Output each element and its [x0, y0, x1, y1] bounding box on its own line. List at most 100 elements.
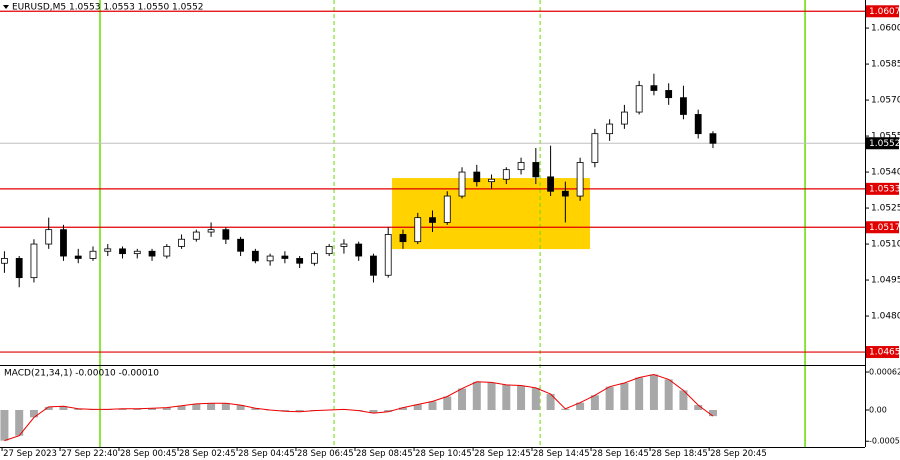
y-tick-label: 0.00	[869, 406, 887, 415]
candle-body	[266, 255, 274, 262]
candle-body	[237, 238, 245, 252]
candle-body	[60, 229, 67, 257]
candle-body	[650, 85, 658, 91]
macd-bar	[295, 410, 304, 412]
x-tick-label: 28 Sep 18:45	[651, 449, 708, 459]
y-tick-label: 1.0510	[871, 240, 900, 250]
x-tick-label: 27 Sep 22:40	[61, 449, 118, 459]
y-tick-label: 1.0540	[871, 168, 900, 178]
macd-bar	[649, 374, 658, 411]
candle-body	[473, 171, 481, 183]
level-label-bg	[866, 221, 899, 234]
macd-bar	[458, 388, 467, 411]
y-tick-label: 1.0480	[871, 312, 900, 322]
candle-body	[502, 169, 510, 180]
chart-title: EURUSD,M5 1.0553 1.0553 1.0550 1.0552	[12, 3, 204, 13]
candle-body	[665, 90, 673, 99]
candle-body	[561, 190, 569, 197]
level-label: 1.0607	[869, 7, 900, 17]
macd-bar	[428, 401, 437, 411]
candle-body	[620, 111, 628, 125]
candle-body	[133, 250, 141, 255]
y-tick-label: 1.0570	[871, 96, 900, 106]
candle-body	[325, 246, 333, 255]
candle-body	[119, 248, 126, 255]
x-tick-label: 28 Sep 20:45	[710, 449, 767, 459]
macd-bar	[15, 410, 24, 436]
macd-bar	[133, 408, 142, 411]
current-price-label: 1.0552	[869, 139, 900, 149]
macd-title: MACD(21,34,1) -0.00010 -0.00010	[4, 369, 159, 379]
macd-bar	[679, 390, 688, 411]
menu-triangle[interactable]	[3, 5, 9, 9]
level-label-bg	[866, 5, 899, 18]
macd-bar	[664, 379, 673, 411]
candle-body	[340, 243, 348, 247]
candle-body	[222, 229, 230, 240]
level-label: 1.0517	[869, 223, 900, 233]
x-tick-label: 28 Sep 04:45	[238, 449, 295, 459]
macd-bar	[590, 395, 599, 411]
x-tick-label: 28 Sep 08:45	[356, 449, 413, 459]
x-tick-label: 27 Sep 2023	[3, 449, 57, 459]
macd-bar	[280, 410, 289, 412]
candle-body	[488, 178, 495, 183]
level-label: 1.0533	[869, 184, 900, 194]
candle-body	[355, 243, 363, 257]
macd-bar	[207, 403, 216, 411]
candle-body	[680, 97, 687, 115]
macd-bar	[59, 406, 68, 411]
x-tick-label: 28 Sep 14:45	[533, 449, 590, 459]
zone	[392, 178, 591, 250]
y-tick-label: -0.00051	[869, 437, 900, 446]
macd-bar	[443, 396, 452, 411]
macd-bar	[118, 408, 127, 411]
macd-bar	[708, 410, 717, 417]
x-tick-label: 28 Sep 02:45	[179, 449, 236, 459]
macd-bar	[635, 377, 644, 411]
candle-body	[15, 258, 23, 279]
macd-bar	[620, 383, 629, 411]
candle-body	[311, 253, 318, 264]
macd-bar	[502, 384, 511, 411]
macd-bar	[605, 386, 614, 411]
macd-bar	[398, 407, 407, 411]
level-label: 1.0465	[869, 348, 900, 358]
candle-body	[384, 234, 392, 276]
y-tick-label: 1.0495	[871, 276, 900, 286]
y-tick-label: 1.0585	[871, 60, 900, 70]
macd-bar	[472, 381, 481, 411]
macd-bar	[413, 404, 422, 411]
macd-bar	[576, 402, 585, 411]
y-tick-label: 1.0525	[871, 204, 900, 214]
macd-line	[4, 373, 714, 442]
macd-bar	[162, 407, 171, 411]
macd-bar	[384, 410, 393, 412]
macd-bar	[487, 382, 496, 411]
macd-bar	[531, 387, 540, 411]
candle-body	[591, 133, 599, 163]
candle-body	[104, 248, 112, 252]
macd-bar	[44, 406, 53, 411]
macd-bar	[29, 410, 38, 418]
candle-body	[207, 229, 215, 233]
candle-body	[443, 195, 451, 223]
macd-bar	[251, 408, 260, 411]
x-tick-label: 28 Sep 10:45	[415, 449, 472, 459]
macd-bar	[236, 405, 245, 411]
macd-bar	[177, 405, 186, 411]
candle-body	[414, 217, 422, 243]
y-tick-label: 1.0555	[871, 132, 900, 142]
candle-body	[635, 85, 643, 113]
candle-body	[694, 114, 702, 135]
level-label-bg	[866, 346, 899, 359]
candle-body	[30, 243, 38, 279]
candle-body	[370, 255, 377, 276]
y-tick-label: 1.0600	[871, 24, 900, 34]
macd-bar	[221, 403, 230, 411]
x-tick-label: 28 Sep 06:45	[297, 449, 354, 459]
candle-body	[281, 255, 289, 259]
candle-body	[45, 229, 53, 245]
candle-body	[148, 250, 156, 257]
